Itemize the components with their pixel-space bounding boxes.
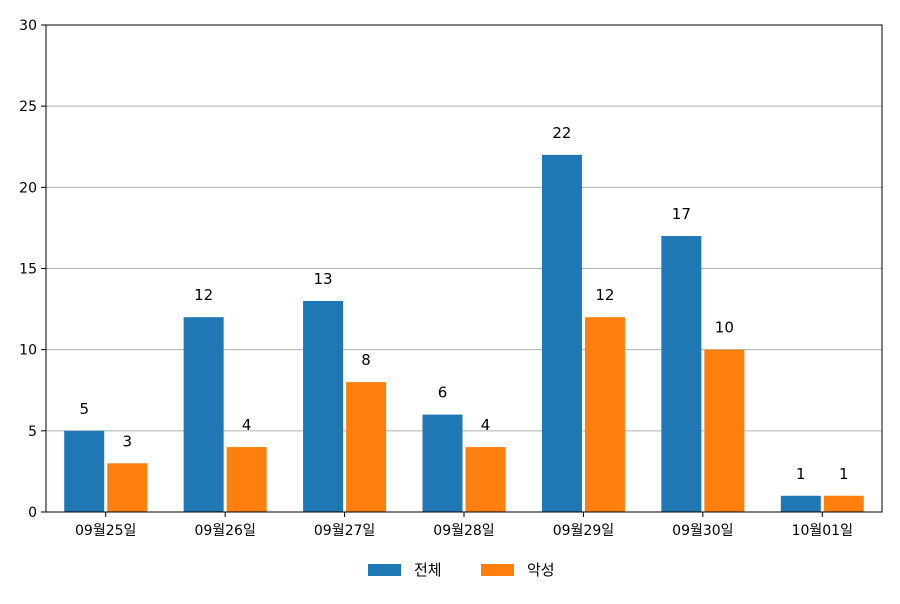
bar-value-label: 8 [361, 351, 371, 369]
y-tick-label: 15 [19, 262, 37, 278]
bar-value-label: 13 [314, 270, 333, 288]
bar-total [183, 317, 224, 512]
legend-swatch [368, 564, 401, 576]
legend-label: 전체 [414, 561, 442, 579]
y-tick-label: 30 [19, 18, 37, 34]
bar-malicious [346, 382, 387, 512]
bar-malicious [704, 349, 745, 512]
y-tick-label: 25 [19, 99, 37, 115]
bar-total [780, 495, 821, 512]
legend-label: 악성 [527, 561, 555, 579]
bar-value-label: 17 [672, 205, 691, 223]
bar-value-label: 4 [242, 416, 252, 434]
bar-value-label: 6 [438, 384, 448, 402]
bar-value-label: 22 [552, 124, 571, 142]
x-tick-label: 09월28일 [433, 523, 494, 539]
bar-value-label: 12 [595, 286, 614, 304]
bars [64, 154, 864, 513]
bar-total [541, 154, 582, 512]
bar-total [303, 300, 344, 512]
y-tick-label: 5 [28, 424, 37, 440]
y-tick-label: 0 [28, 505, 37, 521]
x-tick-label: 09월27일 [314, 523, 375, 539]
bar-value-label: 3 [122, 432, 132, 450]
x-tick-label: 10월01일 [792, 523, 853, 539]
x-tick-label: 09월30일 [672, 523, 733, 539]
bar-value-label: 1 [796, 465, 806, 483]
bar-malicious [465, 447, 506, 512]
legend-swatch [481, 564, 514, 576]
bar-total [64, 430, 105, 512]
bar-value-label: 5 [79, 400, 89, 418]
x-tick-label: 09월26일 [194, 523, 255, 539]
y-tick-label: 20 [19, 180, 37, 196]
bar-total [422, 414, 463, 512]
bar-value-label: 12 [194, 286, 213, 304]
x-tick-label: 09월29일 [553, 523, 614, 539]
y-tick-label: 10 [19, 343, 37, 359]
x-tick-label: 09월25일 [75, 523, 136, 539]
legend: 전체 악성 [368, 561, 555, 579]
bar-malicious [823, 495, 864, 512]
grid-lines [46, 105, 882, 432]
bar-malicious [226, 447, 267, 512]
data-labels: 5 3 12 4 13 8 6 4 22 12 17 10 1 1 [79, 124, 848, 483]
bar-malicious [584, 317, 625, 512]
y-axis: 0 5 10 15 20 25 30 [19, 18, 46, 521]
bar-total [661, 236, 702, 513]
bar-malicious [107, 463, 148, 512]
x-axis: 09월25일 09월26일 09월27일 09월28일 09월29일 09월30일 10월0… [75, 512, 853, 539]
bar-value-label: 4 [481, 416, 491, 434]
bar-value-label: 1 [839, 465, 849, 483]
bar-value-label: 10 [715, 319, 734, 337]
